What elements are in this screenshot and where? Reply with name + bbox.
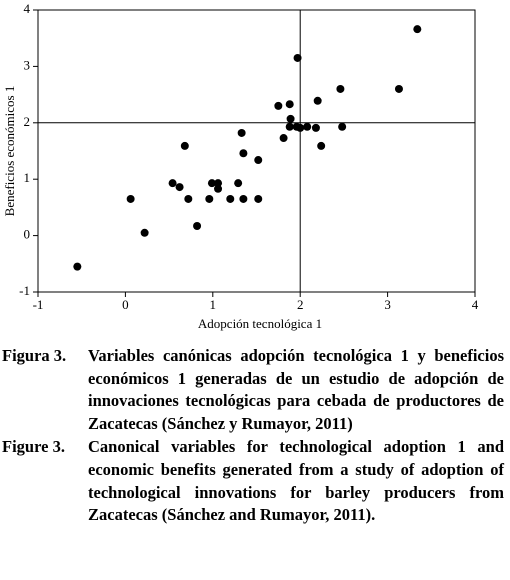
point xyxy=(239,194,248,203)
y-tick-label: 1 xyxy=(24,170,31,185)
point xyxy=(175,183,184,192)
point xyxy=(413,25,422,34)
x-axis-label: Adopción tecnológica 1 xyxy=(198,316,322,331)
y-tick-label: 3 xyxy=(24,57,31,72)
x-tick-label: 1 xyxy=(210,297,217,312)
point xyxy=(205,194,214,203)
caption-label: Figure 3. xyxy=(2,437,65,457)
point xyxy=(73,262,82,271)
point xyxy=(285,122,294,131)
point xyxy=(168,179,177,188)
point xyxy=(293,53,302,62)
point xyxy=(193,222,202,231)
point xyxy=(317,141,326,150)
x-tick-label: 3 xyxy=(384,297,391,312)
point xyxy=(214,179,223,188)
point xyxy=(140,228,149,237)
caption-label: Figura 3. xyxy=(2,346,67,365)
point xyxy=(234,179,243,188)
point xyxy=(207,179,216,188)
x-tick-label: -1 xyxy=(33,297,44,312)
point xyxy=(338,122,347,131)
point xyxy=(336,84,345,93)
point xyxy=(286,114,295,123)
y-tick-label: 4 xyxy=(24,1,31,16)
y-tick-label: 0 xyxy=(24,227,31,242)
caption-text: Canonical variables for technological ad… xyxy=(88,437,504,525)
captions: Figura 3. Variables canónicas adopción te… xyxy=(0,345,510,527)
x-tick-label: 2 xyxy=(297,297,304,312)
point xyxy=(239,149,248,158)
plot-frame xyxy=(37,9,476,293)
y-tick-label: -1 xyxy=(19,283,30,298)
point xyxy=(303,122,312,131)
point xyxy=(274,101,283,110)
point xyxy=(394,84,403,93)
y-axis-label: Beneficios económicos 1 xyxy=(2,86,17,217)
point xyxy=(285,100,294,109)
caption: Figura 3. Variables canónicas adopción te… xyxy=(0,345,510,435)
caption: Figure 3. Canonical variables for technol… xyxy=(0,436,510,526)
point xyxy=(214,184,223,193)
point xyxy=(237,128,246,137)
point xyxy=(226,194,235,203)
chart: Adopción tecnológica 1 Beneficios económ… xyxy=(2,1,479,331)
x-tick-label: 0 xyxy=(122,297,129,312)
caption-text: Variables canónicas adopción tecnológica… xyxy=(88,346,504,433)
point xyxy=(126,194,135,203)
point xyxy=(254,156,263,165)
point xyxy=(296,123,305,132)
point xyxy=(254,194,263,203)
point xyxy=(184,194,193,203)
x-tick-label: 4 xyxy=(472,297,479,312)
point xyxy=(311,123,320,132)
y-tick-label: 2 xyxy=(24,114,31,129)
point xyxy=(180,141,189,150)
point xyxy=(313,96,322,105)
point xyxy=(279,134,288,143)
